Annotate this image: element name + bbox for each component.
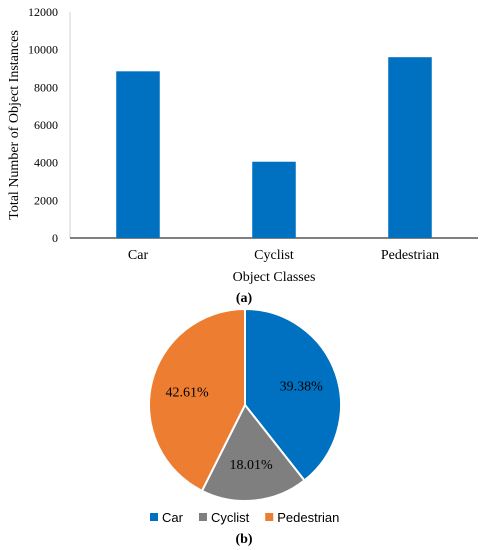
legend-swatch-car bbox=[150, 513, 158, 521]
x-tick-label: Cyclist bbox=[254, 248, 294, 263]
pie-value-labels: 39.38% 18.01% 42.61% bbox=[165, 380, 323, 474]
panel-label-b: (b) bbox=[235, 532, 252, 547]
y-tick-label: 4000 bbox=[34, 156, 58, 170]
y-axis-title: Total Number of Object Instances bbox=[7, 30, 22, 220]
pie-chart: 39.38%18.01%42.61% Car Cyclist Pedestrian … bbox=[148, 307, 342, 547]
bar-pedestrian bbox=[388, 57, 432, 239]
legend-label-pedestrian: Pedestrian bbox=[277, 510, 339, 525]
x-tick-label: Car bbox=[128, 248, 149, 263]
y-tick-label: 12000 bbox=[28, 5, 58, 19]
pie-value-label: 18.01% bbox=[229, 458, 273, 473]
pie-slice-car bbox=[244, 307, 342, 482]
y-axis-ticks: 0 2000 4000 6000 8000 10000 12000 bbox=[28, 5, 58, 245]
legend-swatch-cyclist bbox=[198, 513, 207, 521]
legend: Car Cyclist Pedestrian bbox=[150, 510, 339, 525]
y-tick-label: 6000 bbox=[34, 118, 58, 132]
y-tick-label: 8000 bbox=[34, 80, 58, 94]
bar-chart: 0 2000 4000 6000 8000 10000 12000 Car Cyclist Pe… bbox=[7, 5, 478, 306]
bars bbox=[116, 57, 432, 239]
x-tick-label: Pedestrian bbox=[381, 248, 439, 263]
y-tick-label: 10000 bbox=[28, 43, 58, 57]
pie-value-label: 39.38% bbox=[280, 380, 324, 395]
y-tick-label: 0 bbox=[52, 231, 58, 245]
y-tick-label: 2000 bbox=[34, 193, 58, 207]
legend-label-car: Car bbox=[162, 510, 184, 525]
x-axis-ticks: Car Cyclist Pedestrian bbox=[128, 248, 439, 263]
bar-car bbox=[116, 71, 160, 238]
panel-label-a: (a) bbox=[236, 291, 253, 306]
pie-value-label: 42.61% bbox=[165, 385, 209, 400]
pie-slice-pedestrian bbox=[148, 307, 246, 493]
legend-label-cyclist: Cyclist bbox=[211, 510, 250, 525]
x-axis-title: Object Classes bbox=[233, 270, 316, 285]
legend-swatch-pedestrian bbox=[265, 513, 274, 521]
pie-slices bbox=[148, 307, 342, 502]
pie-slice-cyclist bbox=[200, 403, 306, 502]
bar-cyclist bbox=[252, 161, 296, 238]
